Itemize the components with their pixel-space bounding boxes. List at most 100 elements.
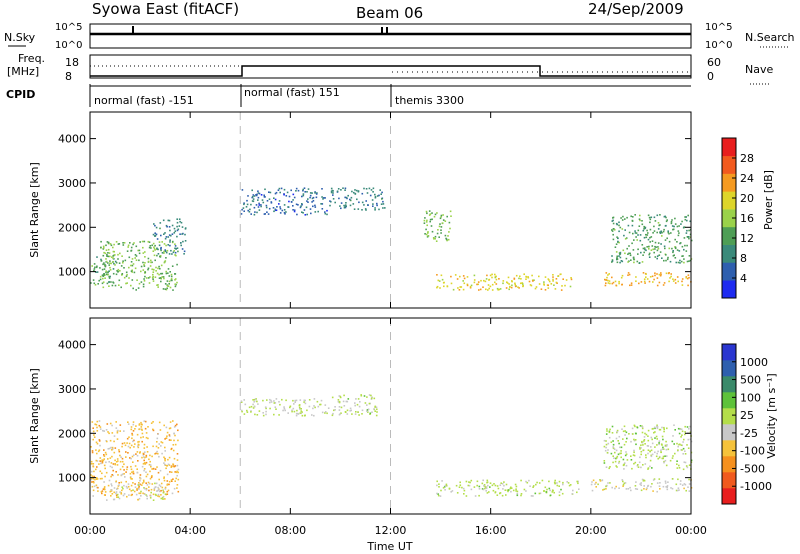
nsearch-tick-bottom: 10^0 xyxy=(705,40,732,51)
power-colorbar-swatch-3 xyxy=(722,226,736,245)
velocity-region-4 xyxy=(436,479,580,497)
xtick-label-5: 20:00 xyxy=(575,524,607,537)
velocity-colorbar-tick-label-2: 100 xyxy=(740,391,761,404)
xtick-label-3: 12:00 xyxy=(375,524,407,537)
velocity-colorbar-tick-label-1: 500 xyxy=(740,374,761,387)
velocity-colorbar-swatch-7 xyxy=(722,376,736,393)
velocity-colorbar-swatch-4 xyxy=(722,424,736,441)
nave-label: Nave xyxy=(745,63,773,76)
power-colorbar-swatch-6 xyxy=(722,173,736,192)
velocity-colorbar-swatch-3 xyxy=(722,440,736,457)
velocity-colorbar: 1000 500 100 25 -25 -100 -500 -1000 xyxy=(721,343,772,505)
velocity-region-5 xyxy=(590,478,693,493)
power-colorbar-swatch-0 xyxy=(722,280,736,299)
power-colorbar-swatch-7 xyxy=(722,155,736,174)
power-colorbar-label: Power [dB] xyxy=(762,170,775,230)
power-ytick-label-2: 3000 xyxy=(58,177,86,190)
freq-tick-bottom: 8 xyxy=(65,70,72,83)
velocity-colorbar-swatch-5 xyxy=(722,408,736,425)
velocity-colorbar-swatch-9 xyxy=(722,344,736,361)
power-colorbar-tick-label-3: 16 xyxy=(740,212,754,225)
velocity-colorbar-swatch-0 xyxy=(722,488,736,505)
power-colorbar-swatch-4 xyxy=(722,209,736,228)
power-colorbar-tick-label-5: 8 xyxy=(740,252,747,265)
power-data-layer xyxy=(90,112,693,308)
xtick-label-4: 16:00 xyxy=(475,524,507,537)
power-ytick-label-1: 2000 xyxy=(58,221,86,234)
nsearch-label: N.Search xyxy=(745,31,795,44)
power-colorbar: 28 24 20 16 12 8 4 xyxy=(721,137,754,299)
nsky-tick-top: 10^5 xyxy=(55,22,82,33)
velocity-region-3 xyxy=(331,394,378,417)
cpid-segment-1: normal (fast) -151 xyxy=(94,94,194,107)
xtick-label-0: 00:00 xyxy=(74,524,106,537)
velocity-ytick-label-3: 4000 xyxy=(58,339,86,352)
power-region-8 xyxy=(611,214,693,264)
velocity-ytick-label-2: 3000 xyxy=(58,383,86,396)
velocity-y-label: Slant Range [km] xyxy=(28,368,41,464)
velocity-colorbar-tick-label-3: 25 xyxy=(740,409,754,422)
time-x-axis: 00:00 04:00 08:00 12:00 16:00 20:00 00:00 xyxy=(74,112,707,537)
power-panel: 1000 2000 3000 4000 Slant Range [km] 28 24 20… xyxy=(28,111,775,309)
freq-unit: [MHz] xyxy=(7,65,39,78)
xtick-label-6: 00:00 xyxy=(675,524,707,537)
power-colorbar-tick-label-0: 28 xyxy=(740,152,754,165)
plot-title: Syowa East (fitACF) xyxy=(92,0,239,18)
velocity-colorbar-swatch-6 xyxy=(722,392,736,409)
power-colorbar-tick-label-1: 24 xyxy=(740,172,754,185)
power-colorbar-swatch-2 xyxy=(722,244,736,263)
freq-panel: Freq. [MHz] 18 8 60 0 Nave xyxy=(7,52,773,85)
velocity-y-axis: 1000 2000 3000 4000 xyxy=(58,339,691,485)
nsky-tick-bottom: 10^0 xyxy=(55,40,82,51)
xtick-label-1: 04:00 xyxy=(174,524,206,537)
nave-tick-top: 60 xyxy=(707,56,721,69)
velocity-panel: 1000 2000 3000 4000 Slant Range [km] 1000 50… xyxy=(28,112,778,553)
power-region-1 xyxy=(100,240,179,291)
velocity-region-6 xyxy=(603,424,693,471)
velocity-colorbar-tick-label-7: -1000 xyxy=(740,480,772,493)
velocity-colorbar-swatch-2 xyxy=(722,456,736,473)
velocity-ytick-label-1: 2000 xyxy=(58,427,86,440)
power-region-6 xyxy=(436,273,573,291)
date-label: 24/Sep/2009 xyxy=(588,0,684,18)
xtick-label-2: 08:00 xyxy=(274,524,306,537)
cpid-segment-3: themis 3300 xyxy=(395,94,464,107)
power-colorbar-tick-label-6: 4 xyxy=(740,272,747,285)
freq-label: Freq. xyxy=(18,52,45,65)
power-ytick-label-3: 4000 xyxy=(58,133,86,146)
power-ytick-label-0: 1000 xyxy=(58,266,86,279)
power-y-axis: 1000 2000 3000 4000 xyxy=(58,133,691,279)
power-y-label: Slant Range [km] xyxy=(28,162,41,258)
velocity-region-1 xyxy=(106,482,167,501)
power-region-3 xyxy=(240,187,328,216)
velocity-colorbar-tick-label-0: 1000 xyxy=(740,356,768,369)
power-colorbar-swatch-5 xyxy=(722,191,736,210)
nsky-label: N.Sky xyxy=(4,31,36,44)
power-region-0 xyxy=(90,254,117,287)
velocity-colorbar-tick-label-4: -25 xyxy=(740,427,758,440)
freq-tick-top: 18 xyxy=(65,56,79,69)
power-colorbar-swatch-8 xyxy=(722,138,736,157)
velocity-colorbar-tick-label-5: -100 xyxy=(740,445,765,458)
velocity-colorbar-label: Velocity [m s⁻¹] xyxy=(765,373,778,458)
cpid-segment-2: normal (fast) 151 xyxy=(244,86,340,99)
nave-tick-bottom: 0 xyxy=(707,70,714,83)
power-region-7 xyxy=(604,272,692,287)
beam-label: Beam 06 xyxy=(356,4,423,22)
power-colorbar-tick-label-4: 12 xyxy=(740,232,754,245)
velocity-colorbar-frame xyxy=(721,343,737,505)
nsky-panel: N.Sky 10^5 10^0 10^5 10^0 N.Search xyxy=(4,22,795,51)
velocity-data-layer xyxy=(90,318,693,514)
velocity-colorbar-tick-label-6: -500 xyxy=(740,462,765,475)
cpid-label: CPID xyxy=(6,88,35,101)
velocity-ytick-label-0: 1000 xyxy=(58,472,86,485)
cpid-panel: CPID normal (fast) -151 normal (fast) 15… xyxy=(6,84,691,107)
power-region-2 xyxy=(152,218,187,255)
velocity-region-2 xyxy=(240,398,330,417)
power-colorbar-tick-label-2: 20 xyxy=(740,192,754,205)
velocity-region-0 xyxy=(90,420,180,497)
power-region-5 xyxy=(423,210,452,242)
power-region-4 xyxy=(329,187,386,211)
velocity-colorbar-swatch-8 xyxy=(722,360,736,377)
